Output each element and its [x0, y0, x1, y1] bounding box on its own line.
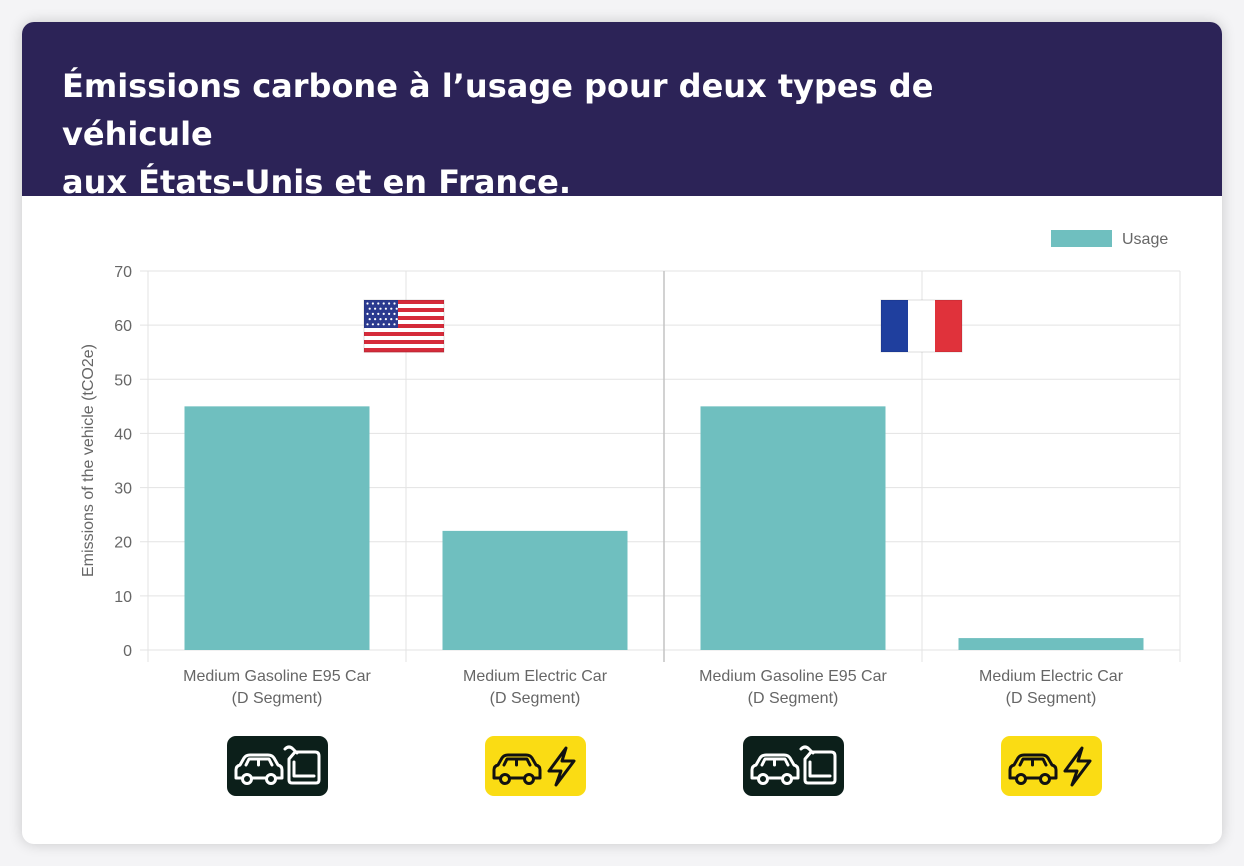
chart-title-line: aux États-Unis et en France.: [62, 163, 572, 201]
legend-swatch: [1051, 230, 1112, 247]
chart-title-line: Émissions carbone à l’usage pour deux ty…: [62, 67, 934, 153]
legend-label: Usage: [1122, 231, 1168, 248]
y-tick-label: 10: [114, 589, 132, 606]
x-tick-label-line: (D Segment): [747, 690, 839, 707]
chart-title: Émissions carbone à l’usage pour deux ty…: [62, 62, 1062, 206]
y-tick-label: 60: [114, 318, 132, 335]
x-tick-label-line: Medium Electric Car: [462, 668, 608, 685]
y-tick-label: 50: [114, 372, 132, 389]
gasoline-car-icon: [743, 736, 844, 796]
y-tick-label: 70: [114, 264, 132, 281]
y-axis-label: Emissions of the vehicle (tCO2e): [80, 344, 97, 577]
chart-card: Émissions carbone à l’usage pour deux ty…: [22, 22, 1222, 844]
bar: [442, 530, 628, 650]
united-states-flag: [363, 299, 445, 353]
x-tick-label-line: Medium Gasoline E95 Car: [699, 668, 887, 685]
x-tick-label-line: (D Segment): [231, 690, 323, 707]
y-tick-label: 40: [114, 426, 132, 443]
bar: [700, 406, 886, 650]
y-tick-label: 0: [123, 643, 132, 660]
x-tick-label-line: (D Segment): [1005, 690, 1097, 707]
france-flag: [880, 299, 963, 353]
electric-car-icon: [485, 736, 586, 796]
x-tick-label-line: Medium Electric Car: [978, 668, 1124, 685]
x-tick-label: Medium Gasoline E95 Car (D Segment): [157, 666, 397, 710]
header-banner: Émissions carbone à l’usage pour deux ty…: [22, 22, 1222, 201]
x-tick-label: Medium Electric Car (D Segment): [415, 666, 655, 710]
x-tick-label: Medium Electric Car (D Segment): [931, 666, 1171, 710]
electric-car-icon: [1001, 736, 1102, 796]
x-tick-label-line: Medium Gasoline E95 Car: [183, 668, 371, 685]
x-tick-label-line: (D Segment): [489, 690, 581, 707]
bar: [958, 638, 1144, 650]
x-tick-label: Medium Gasoline E95 Car (D Segment): [673, 666, 913, 710]
gasoline-car-icon: [227, 736, 328, 796]
bar: [184, 406, 370, 650]
y-tick-label: 30: [114, 481, 132, 498]
y-tick-label: 20: [114, 535, 132, 552]
bar-chart: 0 10 20 30 40 50 60 70 Emissions of the vehicle …: [80, 230, 1181, 662]
